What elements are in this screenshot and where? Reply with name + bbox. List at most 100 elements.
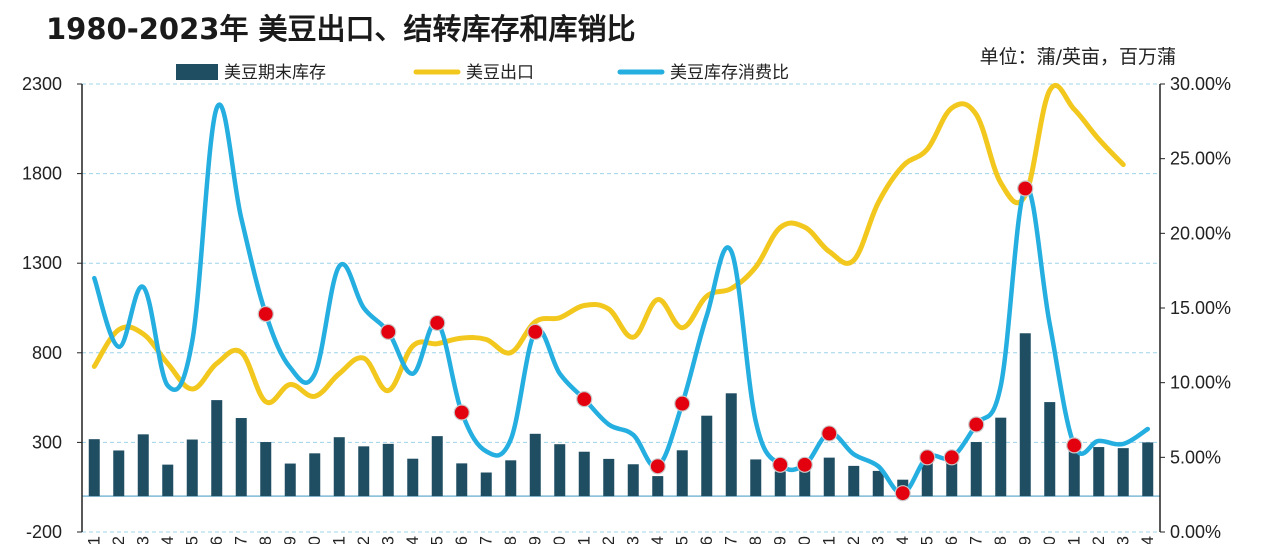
x-tick-label: 3-94 xyxy=(403,536,422,544)
x-tick-label: 0-11 xyxy=(819,536,838,544)
bar-17-18 xyxy=(995,417,1007,497)
chart-title: 1980-2023年 美豆出口、结转库存和库销比 xyxy=(46,12,636,46)
x-tick-label: 9-00 xyxy=(550,536,569,544)
bar-81-82 xyxy=(113,450,125,497)
left-tick-label: 300 xyxy=(32,432,62,452)
bar-93-94 xyxy=(407,458,419,497)
ratio-marker-87-88 xyxy=(257,305,274,323)
x-tick-label: 8-09 xyxy=(770,536,789,544)
x-tick-label: 3-14 xyxy=(893,536,912,544)
ratio-marker-18-19 xyxy=(1017,180,1034,197)
ratio-markers xyxy=(257,180,1083,502)
series-lines xyxy=(91,83,1151,496)
x-tick-label: 2-03 xyxy=(623,536,642,544)
ratio-marker-94-95 xyxy=(429,314,446,332)
unit-label: 单位：蒲/英亩，百万蒲 xyxy=(979,46,1176,68)
x-tick-label: 2-93 xyxy=(378,536,397,544)
x-tick-label: 7-18 xyxy=(991,536,1010,544)
right-tick-label: 15.00% xyxy=(1170,298,1231,318)
bar-05-06 xyxy=(701,415,713,497)
bar-14-15 xyxy=(921,461,933,497)
ratio-marker-98-99 xyxy=(527,323,544,340)
bar-82-83 xyxy=(137,434,149,497)
x-tick-label: 1-92 xyxy=(354,536,373,544)
bar-22-23 xyxy=(1117,448,1129,497)
x-tick-label: 6-87 xyxy=(231,536,250,544)
bar-02-03 xyxy=(627,464,639,497)
x-tick-label: 5-86 xyxy=(207,536,226,544)
right-axis-ticks: 30.00% 25.00% 20.00% 15.00% 10.00% 5.00% 0.00% xyxy=(1160,74,1231,542)
x-tick-label: 1-22 xyxy=(1089,536,1108,544)
ratio-marker-16-17 xyxy=(968,416,985,433)
bar-16-17 xyxy=(970,442,982,497)
bar-18-19 xyxy=(1019,333,1031,497)
bar-01-02 xyxy=(603,458,615,497)
x-tick-label: 9-20 xyxy=(1040,536,1059,544)
left-tick-label: 1800 xyxy=(22,164,62,184)
bar-10-11 xyxy=(823,457,835,497)
bar-83-84 xyxy=(162,464,174,497)
legend-label-inventory: 美豆期末库存 xyxy=(224,63,326,83)
x-tick-label: 0-01 xyxy=(574,536,593,544)
right-tick-label: 0.00% xyxy=(1170,522,1221,542)
left-axis-ticks: 2300 1800 1300 800 300 -200 xyxy=(22,74,82,542)
bar-88-89 xyxy=(284,463,296,497)
x-tick-label: 5-96 xyxy=(452,536,471,544)
bar-90-91 xyxy=(333,437,345,497)
x-tick-label: 0-91 xyxy=(329,536,348,544)
right-tick-label: 20.00% xyxy=(1170,223,1231,243)
x-tick-label: 3-04 xyxy=(648,536,667,544)
bar-95-96 xyxy=(456,463,468,497)
bar-91-92 xyxy=(358,446,370,497)
ratio-marker-03-04 xyxy=(649,458,666,475)
ratio-marker-00-01 xyxy=(576,390,593,408)
inventory-bars xyxy=(88,333,1154,497)
x-tick-label: 2-13 xyxy=(868,536,887,544)
x-tick-label: 4-95 xyxy=(427,536,446,544)
x-axis-ticks: 0-81 1-82 2-83 3-84 4-85 5-86 6-87 7-88 8-89 9-90… xyxy=(84,536,1157,544)
x-tick-label: 4-15 xyxy=(917,536,936,544)
x-tick-label: 5-06 xyxy=(697,536,716,544)
left-tick-label: 2300 xyxy=(22,74,62,94)
ratio-marker-13-14 xyxy=(894,485,911,502)
bar-21-22 xyxy=(1093,447,1105,497)
left-tick-label: 1300 xyxy=(22,253,62,273)
x-tick-label: 4-05 xyxy=(672,536,691,544)
ratio-marker-92-93 xyxy=(380,323,397,340)
bar-08-09 xyxy=(774,471,786,497)
bar-87-88 xyxy=(260,442,272,497)
x-tick-label: 6-17 xyxy=(966,536,985,544)
left-tick-label: 800 xyxy=(32,343,62,363)
bar-06-07 xyxy=(725,393,737,497)
ratio-marker-10-11 xyxy=(821,425,838,442)
x-tick-label: 3-84 xyxy=(158,536,177,544)
x-tick-label: 1-02 xyxy=(599,536,618,544)
bar-94-95 xyxy=(431,436,443,497)
legend: 美豆期末库存 美豆出口 美豆库存消费比 xyxy=(176,63,789,83)
bar-85-86 xyxy=(211,400,223,497)
bar-19-20 xyxy=(1044,402,1056,497)
x-tick-label: 7-98 xyxy=(501,536,520,544)
bar-12-13 xyxy=(872,470,884,497)
x-tick-label: 7-08 xyxy=(746,536,765,544)
bar-97-98 xyxy=(505,460,517,497)
x-tick-label: 1-12 xyxy=(844,536,863,544)
bar-03-04 xyxy=(652,476,664,497)
ratio-marker-15-16 xyxy=(943,449,960,466)
bar-07-08 xyxy=(750,459,762,497)
bar-98-99 xyxy=(529,433,541,497)
right-tick-label: 5.00% xyxy=(1170,447,1221,467)
legend-label-ratio: 美豆库存消费比 xyxy=(670,63,789,83)
x-tick-label: 9-90 xyxy=(305,536,324,544)
x-tick-label: 8-19 xyxy=(1015,536,1034,544)
x-tick-label: 0-81 xyxy=(84,536,103,544)
x-tick-label: 2-83 xyxy=(133,536,152,544)
bar-04-05 xyxy=(676,450,688,497)
x-tick-label: 0-21 xyxy=(1064,536,1083,544)
x-tick-label: 5-16 xyxy=(942,536,961,544)
bar-23-24 xyxy=(1142,442,1154,497)
bar-86-87 xyxy=(235,418,247,497)
ratio-marker-14-15 xyxy=(919,449,936,466)
x-tick-label: 4-85 xyxy=(182,536,201,544)
